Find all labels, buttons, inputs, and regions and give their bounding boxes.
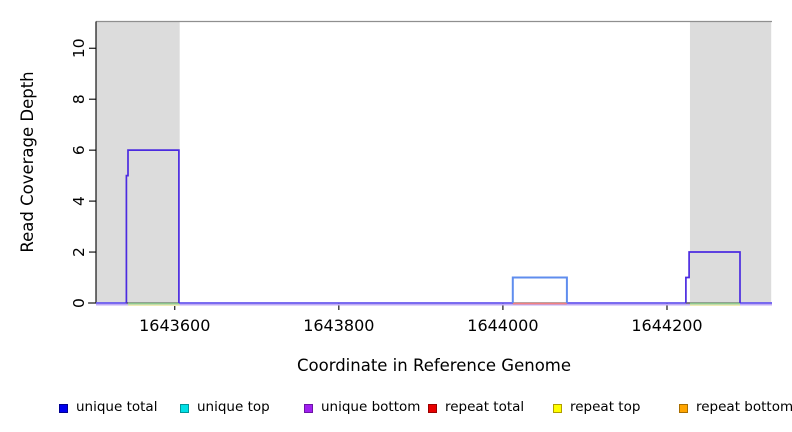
y-tick-label: 10: [70, 38, 88, 58]
y-tick-label: 0: [70, 298, 88, 308]
legend-item-repeat-total: repeat total: [428, 401, 524, 415]
y-tick-label: 6: [70, 145, 88, 155]
y-tick-label: 8: [70, 94, 88, 104]
legend-swatch-icon: [428, 403, 437, 413]
x-tick-label: 1643800: [303, 316, 374, 335]
series-unique-bottom: [125, 149, 180, 303]
legend-label: repeat top: [570, 399, 641, 416]
legend-swatch-icon: [180, 403, 189, 413]
legend-item-unique-bottom: unique bottom: [304, 401, 420, 415]
shaded-region: [689, 21, 772, 303]
legend-label: repeat bottom: [696, 399, 792, 416]
legend-label: unique top: [197, 399, 270, 416]
legend-item-unique-total: unique total: [59, 401, 157, 415]
legend-label: unique bottom: [321, 399, 421, 416]
legend-swatch-icon: [553, 403, 562, 413]
legend-swatch-icon: [304, 403, 313, 413]
legend-item-repeat-bottom: repeat bottom: [679, 401, 792, 415]
shaded-region: [96, 21, 180, 303]
legend-label: unique total: [76, 399, 158, 416]
legend-item-repeat-top: repeat top: [553, 401, 640, 415]
x-tick-label: 1644200: [631, 316, 702, 335]
x-axis-title: Coordinate in Reference Genome: [297, 356, 571, 375]
legend-swatch-icon: [59, 403, 68, 413]
legend-label: repeat total: [445, 399, 525, 416]
x-tick-label: 1643600: [139, 316, 210, 335]
legend-swatch-icon: [679, 403, 688, 413]
series-unique-total: [511, 276, 568, 303]
y-tick-label: 2: [70, 247, 88, 257]
legend-item-unique-top: unique top: [180, 401, 270, 415]
series-unique-bottom: [685, 251, 741, 303]
y-tick-label: 4: [70, 196, 88, 206]
x-tick-label: 1644000: [467, 316, 538, 335]
y-axis-title: Read Coverage Depth: [18, 71, 37, 252]
